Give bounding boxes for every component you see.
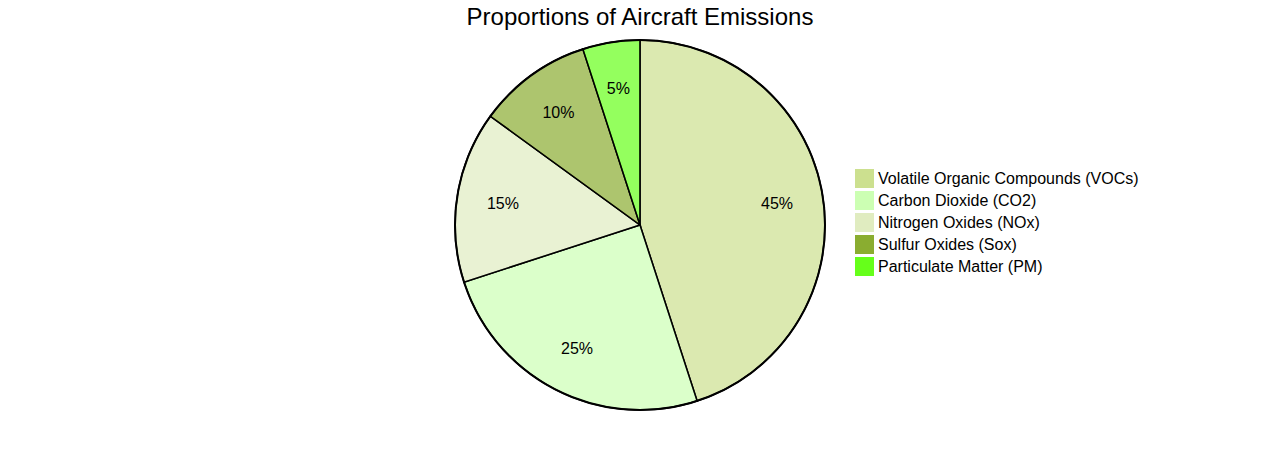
legend-swatch [855,191,874,210]
chart: Proportions of Aircraft Emissions 45% 25% 1… [0,0,1280,450]
legend-label: Carbon Dioxide (CO2) [878,192,1036,209]
data-label: 45% [761,195,793,212]
legend-swatch [855,257,874,276]
pie-slice [583,40,640,225]
legend-label: Volatile Organic Compounds (VOCs) [878,170,1139,187]
legend-label: Sulfur Oxides (Sox) [878,236,1017,253]
legend: Volatile Organic Compounds (VOCs) Carbon … [855,169,1139,276]
data-label: 10% [542,104,574,121]
data-label: 25% [561,340,593,357]
pie: 45% 25% 15% 10% 5% [455,40,825,410]
data-label: 15% [487,195,519,212]
chart-title: Proportions of Aircraft Emissions [467,3,814,30]
legend-swatch [855,213,874,232]
data-label: 5% [607,80,630,97]
legend-swatch [855,169,874,188]
pie-outline [455,40,825,410]
legend-swatch [855,235,874,254]
legend-label: Particulate Matter (PM) [878,258,1042,275]
legend-label: Nitrogen Oxides (NOx) [878,214,1040,231]
